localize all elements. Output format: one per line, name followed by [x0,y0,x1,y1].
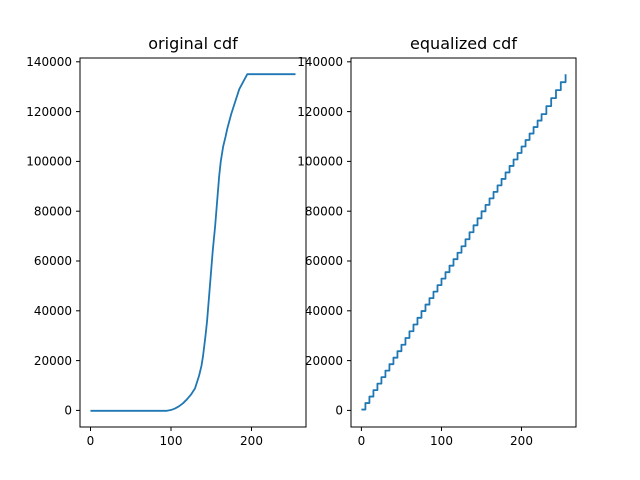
y-tick-label: 100000 [297,155,343,169]
y-tick-label: 120000 [26,105,72,119]
y-tick-label: 0 [64,404,72,418]
axes-frame-original [79,57,307,428]
y-tick-label: 140000 [26,55,72,69]
y-tick-label: 60000 [34,254,72,268]
y-tick-label: 120000 [297,105,343,119]
x-tick-label: 200 [240,434,263,448]
axes-frame-equalized [350,57,577,428]
x-ticks-equalized: 0 100 200 [358,427,533,448]
x-tick-label: 0 [87,434,95,448]
chart-title-original: original cdf [148,34,238,53]
y-ticks-equalized: 0 20000 40000 60000 80000 100000 120000 … [297,55,351,418]
subplot-original-cdf: original cdf 0 20000 40000 60000 80000 1… [26,34,307,448]
chart-title-equalized: equalized cdf [410,34,517,53]
y-tick-label: 60000 [305,254,343,268]
y-tick-label: 100000 [26,155,72,169]
y-tick-label: 140000 [297,55,343,69]
x-ticks-original: 0 100 200 [87,427,263,448]
x-tick-label: 200 [510,434,533,448]
x-tick-label: 100 [430,434,453,448]
y-tick-label: 20000 [305,354,343,368]
y-tick-label: 40000 [34,304,72,318]
y-tick-label: 0 [335,404,343,418]
x-tick-label: 0 [358,434,366,448]
y-tick-label: 20000 [34,354,72,368]
y-ticks-original: 0 20000 40000 60000 80000 100000 120000 … [26,55,80,418]
x-tick-label: 100 [160,434,183,448]
y-tick-label: 40000 [305,304,343,318]
series-line-original-cdf [90,73,296,412]
subplot-equalized-cdf: equalized cdf 0 20000 40000 60000 80000 … [297,34,577,448]
y-tick-label: 80000 [305,204,343,218]
series-line-equalized-cdf [361,74,567,411]
y-tick-label: 80000 [34,204,72,218]
